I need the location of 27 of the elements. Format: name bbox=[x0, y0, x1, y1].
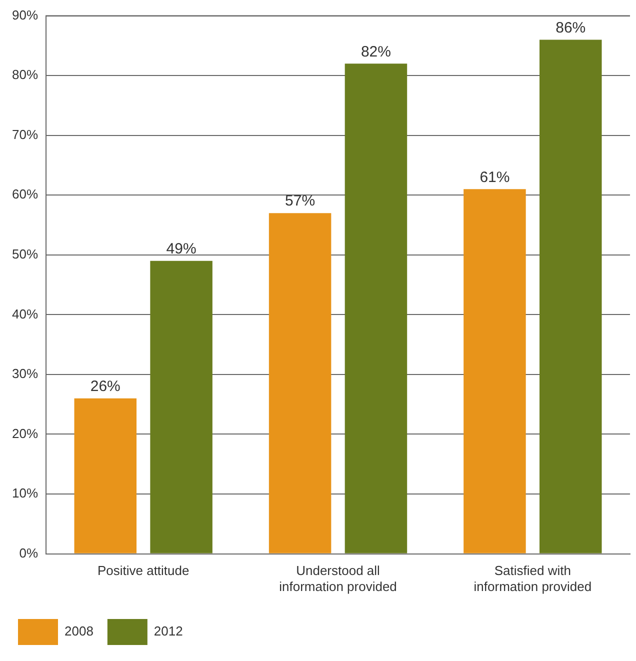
y-tick-label: 90% bbox=[12, 7, 38, 22]
y-tick-label: 40% bbox=[12, 306, 38, 322]
bar bbox=[150, 260, 212, 554]
text: 82% bbox=[360, 43, 391, 60]
bar bbox=[74, 398, 137, 554]
y-tick-label: 30% bbox=[12, 366, 38, 382]
text: 26% bbox=[90, 378, 120, 396]
y-tick-label: 10% bbox=[12, 486, 38, 501]
bar bbox=[540, 40, 602, 554]
x-tick-label: Understood all information provided bbox=[279, 563, 397, 594]
y-tick-label: 60% bbox=[12, 186, 38, 202]
text: 57% bbox=[285, 192, 316, 210]
x-tick-label: Satisfied with information provided bbox=[474, 563, 592, 594]
y-tick-label: 70% bbox=[12, 126, 38, 142]
y-tick-label: 0% bbox=[19, 545, 38, 560]
text: 49% bbox=[166, 240, 196, 258]
legend-label: 2008 bbox=[64, 624, 94, 639]
y-tick-label: 80% bbox=[12, 67, 38, 82]
x-tick-label: Positive attitude bbox=[97, 563, 190, 578]
text: 86% bbox=[556, 19, 586, 36]
y-tick-label: 50% bbox=[12, 246, 38, 262]
bar bbox=[268, 213, 332, 554]
bar bbox=[464, 189, 526, 554]
y-tick-label: 20% bbox=[12, 426, 38, 441]
text: 61% bbox=[480, 168, 510, 186]
bar bbox=[344, 64, 408, 554]
legend-label: 2012 bbox=[154, 624, 183, 639]
